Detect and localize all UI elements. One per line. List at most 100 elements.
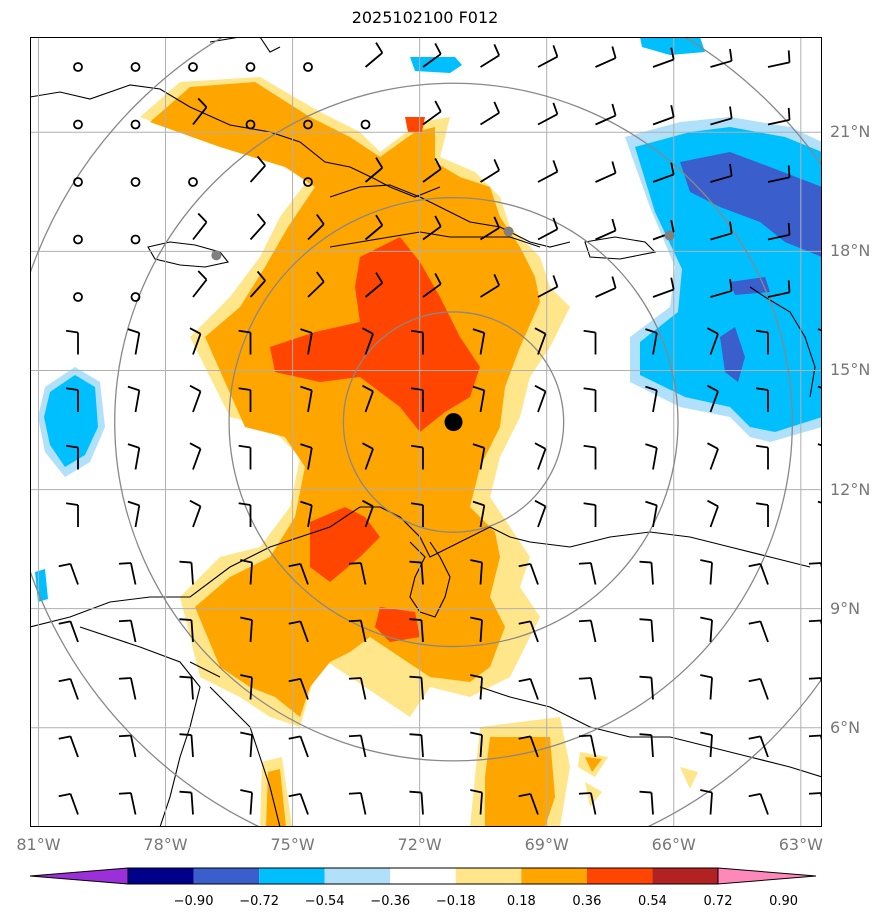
colorbar-tick-label: 0.90: [769, 894, 799, 909]
wind-barb: [307, 271, 325, 298]
wind-barb: [348, 792, 367, 815]
colorbar-segment: [521, 868, 587, 884]
calm-circle: [130, 62, 141, 72]
wind-barb: [422, 215, 442, 241]
wind-barb: [179, 618, 194, 643]
wind-barb: [118, 792, 137, 815]
contour-sky-w2: [35, 569, 48, 602]
grey-dot: [503, 226, 514, 237]
wind-barb: [534, 384, 547, 413]
wind-barb: [410, 444, 424, 470]
contour-orange-south2: [266, 769, 286, 827]
wind-barb: [534, 499, 547, 528]
wind-barb: [240, 559, 253, 585]
wind-barb: [409, 560, 424, 585]
calm-wind-circles: [73, 62, 371, 302]
colorbar-segment: [455, 868, 522, 884]
calm-circle: [73, 177, 83, 187]
wind-barb: [537, 275, 559, 298]
contour-red-north: [270, 237, 480, 432]
wind-barb: [362, 327, 374, 355]
colorbar-tick-label: −0.90: [173, 894, 214, 909]
calm-circle: [130, 119, 141, 130]
wind-barb: [480, 216, 500, 241]
wind-barb: [470, 559, 483, 585]
wind-barb: [238, 329, 252, 355]
wind-barb: [707, 442, 719, 470]
wind-barb: [348, 677, 367, 700]
range-ring: [228, 196, 679, 648]
wind-barb: [700, 789, 713, 815]
wind-barb: [817, 385, 822, 389]
wind-barb: [710, 48, 733, 68]
wind-barb: [707, 499, 719, 528]
grey-station-dots: [211, 226, 675, 261]
wind-barb: [595, 218, 617, 241]
wind-barb: [710, 278, 733, 298]
wind-barb: [364, 214, 384, 241]
wind-barb: [578, 734, 597, 758]
wind-barb: [288, 677, 309, 700]
calm-circle: [303, 119, 313, 130]
wind-barb: [578, 562, 597, 585]
wind-barb: [364, 272, 384, 298]
wind-barb: [238, 502, 252, 527]
wind-barb: [127, 385, 141, 413]
colorbar-extend-low: [29, 867, 129, 885]
calm-circle: [245, 119, 256, 130]
wind-barb: [472, 443, 486, 470]
storm-center-marker[interactable]: [444, 413, 463, 432]
contour-yellow-e2: [585, 782, 602, 807]
colorbar-extend-high: [717, 867, 817, 885]
wind-barb: [639, 560, 654, 585]
wind-barb: [422, 158, 442, 183]
wind-barb: [249, 155, 266, 183]
wind-barb: [583, 387, 597, 412]
wind-barb: [470, 789, 483, 815]
colorbar-segment: [586, 868, 653, 884]
wind-barb: [755, 329, 769, 355]
wind-barb: [700, 616, 713, 643]
wind-barb: [288, 620, 309, 643]
wind-barb: [639, 618, 654, 643]
grey-dot: [211, 250, 222, 261]
wind-barb: [288, 792, 309, 815]
contour-sky-west: [44, 375, 98, 467]
colorbar-tick-label: −0.18: [435, 894, 476, 909]
lat-tick-label: 9°N: [830, 598, 861, 618]
coast-colombia-w: [79, 626, 201, 827]
wind-barb: [518, 735, 539, 758]
wind-barb: [422, 273, 442, 298]
wind-barb: [583, 329, 597, 355]
wind-barb: [595, 46, 617, 68]
coast-hispaniola: [329, 184, 571, 248]
wind-barb: [362, 442, 374, 470]
wind-barb: [808, 792, 822, 803]
colorbar-tick-label: 0.18: [506, 894, 536, 909]
wind-barb: [595, 161, 617, 183]
wind-barb: [58, 562, 79, 585]
wind-barb: [249, 270, 266, 298]
wind-barb: [808, 734, 822, 745]
wind-barb: [472, 500, 486, 528]
contour-orange-e: [585, 757, 602, 772]
wind-barb: [537, 102, 559, 126]
wind-barb: [755, 387, 769, 412]
wind-barb: [748, 620, 769, 643]
wind-barb: [470, 731, 483, 758]
wind-barb: [409, 618, 424, 643]
map-panel[interactable]: [30, 37, 822, 827]
wind-barb: [534, 327, 547, 355]
wind-barb: [238, 444, 252, 470]
wind-barb: [748, 562, 769, 585]
wind-barb: [58, 620, 79, 643]
wind-barb: [748, 735, 769, 758]
lon-tick-label: 69°W: [524, 835, 569, 854]
wind-barb: [480, 101, 500, 126]
colorbar-tick-label: 0.72: [703, 894, 733, 909]
lat-tick-label: 18°N: [830, 241, 871, 261]
colorbar-tick-label: 0.36: [572, 894, 602, 909]
wind-barb: [748, 792, 769, 815]
wind-barb: [808, 619, 822, 630]
contour-red-mid: [310, 507, 380, 582]
